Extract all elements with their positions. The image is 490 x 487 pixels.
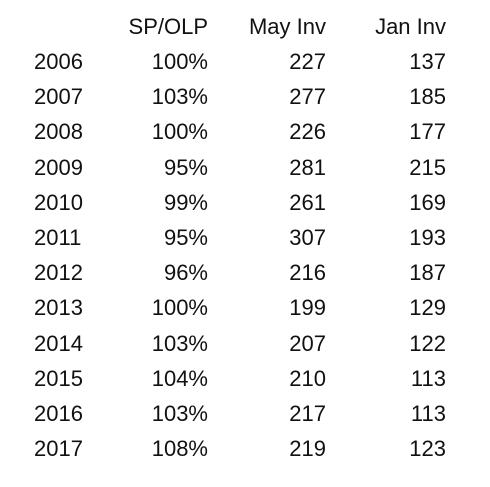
may-inv-cell: 199 — [289, 295, 326, 320]
may-inv-cell: 219 — [289, 436, 326, 461]
jan-inv-cell: 122 — [409, 331, 446, 356]
may-inv-cell: 216 — [289, 260, 326, 285]
may-inv-cell: 277 — [289, 84, 326, 109]
jan-inv-cell: 113 — [410, 401, 446, 426]
year-cell: 2015 — [34, 366, 83, 391]
jan-inv-cell: 129 — [409, 295, 446, 320]
year-cell: 2013 — [34, 295, 83, 320]
may-inv-cell: 226 — [289, 119, 326, 144]
may-inv-cell: 307 — [289, 225, 326, 250]
sp-olp-cell: 103% — [151, 401, 208, 426]
sp-olp-cell: 100% — [151, 119, 208, 144]
sp-olp-cell: 108% — [151, 436, 208, 461]
year-cell: 2010 — [34, 190, 83, 215]
may-inv-cell: 210 — [289, 366, 326, 391]
jan-inv-cell: 187 — [409, 260, 446, 285]
sp-olp-cell: 100% — [151, 295, 208, 320]
jan-inv-cell: 137 — [409, 49, 446, 74]
may-inv-cell: 261 — [289, 190, 326, 215]
jan-inv-cell: 215 — [409, 155, 446, 180]
jan-inv-cell: 177 — [409, 119, 446, 144]
may-inv-cell: 207 — [289, 331, 326, 356]
sp-olp-cell: 95% — [163, 225, 208, 250]
sp-olp-cell: 104% — [151, 366, 208, 391]
year-cell: 2014 — [34, 331, 83, 356]
column-header-may-inv: May Inv — [248, 14, 326, 39]
sp-olp-cell: 95% — [163, 155, 208, 180]
may-inv-cell: 281 — [289, 155, 326, 180]
jan-inv-cell: 169 — [409, 190, 446, 215]
sp-olp-cell: 99% — [163, 190, 208, 215]
jan-inv-cell: 193 — [409, 225, 446, 250]
jan-inv-cell: 123 — [409, 436, 446, 461]
may-inv-cell: 227 — [289, 49, 326, 74]
year-cell: 2006 — [34, 49, 83, 74]
sp-olp-cell: 100% — [151, 49, 208, 74]
year-cell: 2017 — [34, 436, 83, 461]
sp-olp-cell: 96% — [163, 260, 208, 285]
may-inv-cell: 217 — [289, 401, 326, 426]
year-cell: 2016 — [34, 401, 83, 426]
jan-inv-cell: 185 — [409, 84, 446, 109]
year-cell: 2009 — [34, 155, 83, 180]
sp-olp-cell: 103% — [151, 84, 208, 109]
column-header-jan-inv: Jan Inv — [375, 14, 446, 39]
sp-olp-cell: 103% — [151, 331, 208, 356]
jan-inv-cell: 113 — [410, 366, 446, 391]
year-cell: 2007 — [34, 84, 83, 109]
column-header-sp-olp: SP/OLP — [128, 14, 208, 39]
year-cell: 2012 — [34, 260, 83, 285]
year-cell: 2011 — [34, 225, 82, 250]
year-cell: 2008 — [34, 119, 83, 144]
